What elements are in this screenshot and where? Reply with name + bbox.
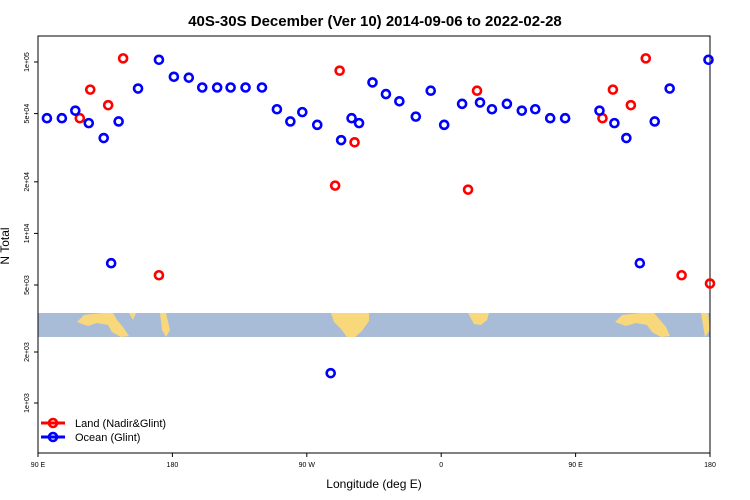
- x-tick-label: 180: [704, 462, 716, 469]
- ocean-point: [634, 257, 646, 269]
- map-land-australia-2: [615, 313, 670, 337]
- y-axis-label: N Total: [0, 227, 12, 264]
- land-point: [607, 84, 619, 95]
- ocean-point: [196, 82, 208, 93]
- land-point: [640, 53, 652, 64]
- map-land-tasmania-1: [129, 313, 136, 320]
- land-point: [676, 269, 687, 281]
- ocean-point: [367, 77, 378, 88]
- legend-land-marker: [47, 417, 59, 429]
- ocean-point: [456, 98, 468, 110]
- ocean-point: [311, 119, 323, 131]
- ocean-point: [105, 257, 117, 269]
- legend-ocean-marker: [47, 431, 59, 443]
- ocean-point: [529, 103, 541, 115]
- ocean-point: [621, 132, 632, 144]
- legend: Land (Nadir&Glint) Ocean (Glint): [41, 417, 166, 444]
- x-axis-label: Longitude (deg E): [326, 477, 421, 491]
- ocean-point: [98, 132, 110, 144]
- y-tick-label: 1e+04: [24, 223, 31, 243]
- ocean-point: [474, 97, 486, 108]
- ocean-point: [516, 105, 528, 116]
- ocean-point: [168, 71, 180, 83]
- land-point: [704, 278, 716, 289]
- ocean-point: [425, 85, 437, 97]
- y-tick-label: 2e+04: [24, 172, 31, 192]
- chart-title: 40S-30S December (Ver 10) 2014-09-06 to …: [188, 13, 562, 30]
- ocean-point: [501, 98, 513, 110]
- y-tick-label: 1e+03: [24, 393, 31, 413]
- axes: 90 E 180 90 W 0 90 E 180 1e+05 5e+04 2e+04 1e+04 5…: [24, 52, 716, 469]
- ocean-point: [544, 112, 556, 124]
- ocean-point: [70, 105, 81, 116]
- x-tick-label: 90 E: [568, 462, 583, 469]
- ocean-point: [594, 105, 605, 116]
- land-point: [625, 99, 637, 111]
- ocean-point: [183, 72, 195, 83]
- land-point: [84, 84, 96, 95]
- x-tick-label: 90 W: [299, 462, 316, 469]
- y-tick-label: 1e+05: [24, 52, 31, 72]
- legend-land-label: Land (Nadir&Glint): [75, 418, 166, 430]
- ocean-point: [132, 83, 144, 94]
- land-point: [471, 85, 483, 97]
- ocean-point: [113, 116, 124, 127]
- x-tick-label: 180: [167, 462, 179, 469]
- map-land-africa: [468, 313, 489, 325]
- land-point: [334, 65, 345, 76]
- land-point: [462, 184, 474, 195]
- ocean-point: [297, 106, 308, 118]
- ocean-point: [225, 82, 236, 93]
- map-land-australia-1: [77, 313, 129, 337]
- x-tick-label: 0: [439, 462, 443, 469]
- ocean-point: [664, 83, 675, 94]
- y-tick-label: 2e+03: [24, 342, 31, 362]
- ocean-point: [325, 367, 336, 379]
- y-tick-label: 5e+03: [24, 275, 31, 295]
- y-tick-label: 5e+04: [24, 104, 31, 124]
- ocean-point: [240, 82, 251, 93]
- ocean-point: [56, 112, 68, 124]
- ocean-point: [394, 95, 405, 107]
- map-ocean: [38, 313, 710, 337]
- ocean-point: [271, 103, 283, 115]
- land-point: [329, 180, 341, 191]
- ocean-point: [353, 117, 365, 129]
- ocean-point: [153, 54, 165, 66]
- ocean-point: [335, 134, 347, 146]
- land-point: [74, 112, 86, 124]
- map-land-nz-2: [701, 313, 710, 337]
- ocean-point: [41, 112, 53, 124]
- land-point: [349, 137, 360, 148]
- map-strip: [38, 313, 710, 337]
- x-tick-label: 90 E: [31, 462, 46, 469]
- plot-frame: [37, 35, 711, 454]
- ocean-point: [438, 119, 450, 131]
- ocean-point: [346, 112, 357, 124]
- legend-ocean-label: Ocean (Glint): [75, 432, 140, 444]
- map-land-nz-1: [160, 313, 170, 337]
- ocean-point: [256, 82, 268, 93]
- ocean-point: [83, 117, 95, 129]
- ocean-point: [703, 54, 714, 66]
- land-point: [102, 99, 114, 111]
- ocean-point: [486, 103, 498, 115]
- ocean-point: [285, 116, 296, 127]
- land-point: [117, 53, 129, 64]
- data-points: [41, 53, 716, 379]
- ocean-point: [559, 112, 571, 124]
- ocean-point: [649, 116, 661, 127]
- map-land-south-america: [331, 313, 369, 337]
- ocean-point: [380, 88, 392, 100]
- ocean-point: [609, 117, 620, 129]
- land-point: [153, 269, 165, 281]
- ocean-point: [410, 111, 422, 122]
- ocean-point: [211, 82, 223, 93]
